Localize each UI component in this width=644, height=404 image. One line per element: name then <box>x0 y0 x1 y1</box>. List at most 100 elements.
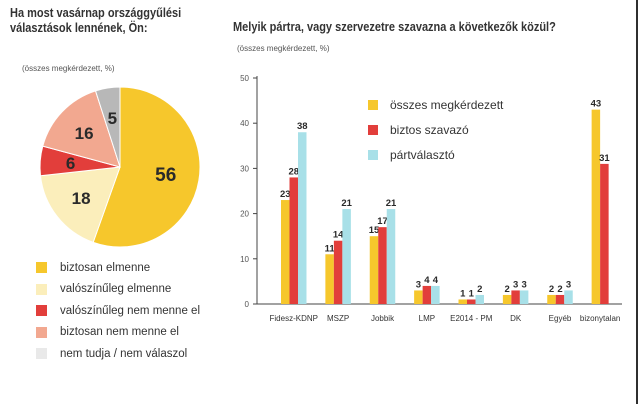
pie-value-label: 56 <box>155 165 176 186</box>
bar <box>591 109 601 304</box>
bar-legend-item: pártválasztó <box>368 142 503 167</box>
bar-value-label: 21 <box>386 198 397 209</box>
legend-swatch <box>368 149 378 160</box>
bar <box>298 132 307 304</box>
legend-swatch <box>368 99 378 110</box>
bar-chart-note: (összes megkérdezett, %) <box>237 44 330 53</box>
legend-label: nem tudja / nem válaszol <box>60 347 188 360</box>
pie-value-label: 16 <box>75 124 94 143</box>
bar <box>289 177 298 304</box>
bar <box>386 209 396 304</box>
bar <box>414 290 423 304</box>
x-category-label: bizonytalan <box>580 314 620 323</box>
legend-label: biztos szavazó <box>390 122 469 137</box>
bar-value-label: 11 <box>325 243 336 254</box>
pie-legend-item: biztosan nem menne el <box>36 322 200 344</box>
legend-swatch <box>36 262 47 274</box>
legend-label: pártválasztó <box>390 147 455 162</box>
bar <box>600 163 609 304</box>
bar-value-label: 1 <box>460 288 466 299</box>
pie-legend-item: valószínűleg nem menne el <box>36 300 200 322</box>
bar-legend: összes megkérdezett biztos szavazó pártvál… <box>368 92 503 167</box>
bar-value-label: 3 <box>416 279 421 290</box>
y-tick-label: 0 <box>245 300 250 309</box>
bar <box>555 294 565 304</box>
pie-value-label: 6 <box>66 154 75 173</box>
x-category-label: LMP <box>419 314 435 323</box>
pie-value-label: 5 <box>108 109 117 128</box>
bar <box>422 285 432 304</box>
legend-swatch <box>36 283 47 295</box>
bar <box>458 299 467 304</box>
bar-value-label: 23 <box>280 189 291 200</box>
legend-swatch <box>368 124 378 135</box>
y-tick-label: 30 <box>240 164 249 173</box>
bar <box>502 294 512 304</box>
pie-slice <box>94 86 121 168</box>
bar-value-label: 38 <box>297 121 308 132</box>
bar-value-label: 17 <box>377 216 388 227</box>
bar <box>475 294 484 304</box>
legend-swatch <box>36 348 47 360</box>
bar-value-label: 3 <box>566 279 571 290</box>
pie-chart: 56 18 616 5 <box>39 86 201 248</box>
bar-value-label: 1 <box>469 288 475 299</box>
bar-value-label: 4 <box>424 275 430 286</box>
legend-swatch <box>36 305 47 317</box>
bar <box>564 290 573 304</box>
bar <box>325 254 334 304</box>
bar-value-label: 28 <box>288 166 299 177</box>
pie-legend-item: biztosan elmenne <box>36 257 200 279</box>
bar-value-label: 2 <box>504 284 509 295</box>
pie-legend-item: nem tudja / nem válaszol <box>36 343 200 365</box>
pie-value-label: 18 <box>72 189 91 208</box>
x-category-label: Fidesz-KDNP <box>270 314 318 323</box>
bar <box>333 240 343 304</box>
x-category-label: Jobbik <box>371 314 395 323</box>
bar <box>547 294 556 304</box>
bar-value-label: 21 <box>341 198 352 209</box>
bar-value-label: 2 <box>477 284 482 295</box>
bar <box>467 299 476 304</box>
y-tick-label: 10 <box>240 255 249 264</box>
x-category-label: MSZP <box>327 314 349 323</box>
y-tick-label: 50 <box>240 74 249 83</box>
x-category-label: DK <box>510 314 522 323</box>
bar <box>369 236 379 304</box>
bar <box>431 285 440 304</box>
legend-label: biztosan nem menne el <box>60 326 179 339</box>
legend-label: biztosan elmenne <box>60 261 151 274</box>
legend-label: összes megkérdezett <box>390 97 504 112</box>
bar-value-label: 3 <box>521 279 526 290</box>
bar-value-label: 31 <box>599 153 610 164</box>
x-category-label: E2014 - PM <box>450 314 493 323</box>
bar-value-label: 2 <box>549 284 554 295</box>
pie-slice <box>92 86 201 248</box>
y-tick-label: 20 <box>240 210 249 219</box>
legend-label: valószínűleg nem menne el <box>60 304 200 317</box>
bar-value-label: 4 <box>433 275 439 286</box>
bar-value-label: 2 <box>557 284 562 295</box>
bar-chart: 01020304050232838Fidesz-KDNP111421MSZP15… <box>240 74 622 323</box>
legend-label: valószínűleg elmenne <box>60 283 172 296</box>
pie-slice <box>42 90 121 168</box>
bar <box>511 290 520 304</box>
pie-chart-title: Ha most vasárnap országgyűlési választás… <box>10 6 182 35</box>
bar-value-label: 43 <box>591 99 602 110</box>
pie-legend-item: valószínűleg elmenne <box>36 279 200 301</box>
bar <box>342 209 351 304</box>
bar-chart-title: Melyik pártra, vagy szervezetre szavazna… <box>233 20 556 34</box>
x-category-label: Egyéb <box>549 314 572 323</box>
bar-value-label: 3 <box>513 279 518 290</box>
pie-chart-note: (összes megkérdezett, %) <box>22 64 115 73</box>
bar-value-label: 14 <box>333 230 344 241</box>
bar-legend-item: összes megkérdezett <box>368 92 503 117</box>
legend-swatch <box>36 326 47 338</box>
y-tick-label: 40 <box>240 119 249 128</box>
bar-legend-item: biztos szavazó <box>368 117 503 142</box>
pie-slice <box>39 166 121 244</box>
bar <box>281 200 290 304</box>
pie-legend: biztosan elmenne valószínűleg elmenne való… <box>36 257 200 365</box>
bar <box>378 227 387 304</box>
bar-value-label: 15 <box>369 225 380 236</box>
